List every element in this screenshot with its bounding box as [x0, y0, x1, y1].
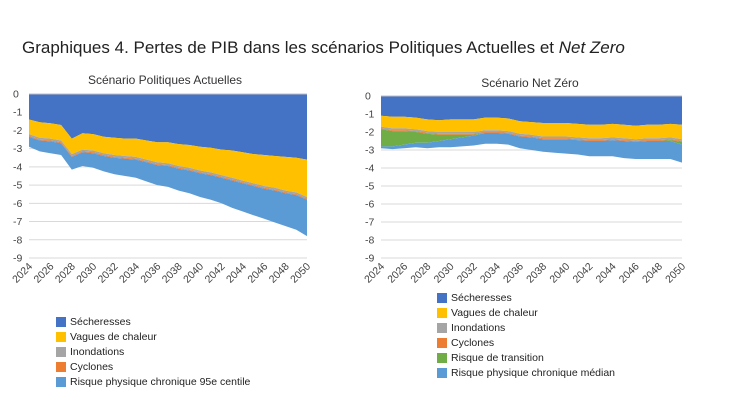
legend-swatch: [56, 376, 66, 387]
y-tick-label: -3: [13, 143, 22, 155]
legend-item-risque-de-transition: Risque de transition: [437, 350, 615, 365]
legend-swatch: [56, 361, 66, 372]
y-tick-label: -9: [13, 253, 22, 265]
x-tick-label: 2040: [547, 261, 572, 286]
y-tick-label: -5: [365, 181, 374, 193]
y-tick-label: 0: [365, 91, 371, 103]
legend-item-inondations: Inondations: [437, 320, 615, 335]
legend-swatch: [437, 307, 447, 318]
x-tick-label: 2040: [181, 261, 206, 286]
x-tick-label: 2028: [53, 261, 78, 286]
y-tick-label: -1: [13, 107, 22, 119]
figure-title-emphasis: Net Zero: [558, 38, 625, 57]
x-tick-label: 2036: [501, 261, 526, 286]
legend-item-vagues-de-chaleur: Vagues de chaleur: [437, 305, 615, 320]
chart-politiques-actuelles: Scénario Politiques Actuelles 0 -1 -2 -3 -4 -5…: [10, 73, 310, 286]
x-tick-label: 2026: [385, 261, 410, 286]
legend-label: Inondations: [70, 345, 125, 358]
chart-title: Scénario Politiques Actuelles: [88, 73, 242, 87]
area-risque-physique-chronique-median: [381, 132, 682, 163]
chart-title: Scénario Net Zéro: [481, 76, 579, 90]
legend-item-secheresses: Sécheresses: [56, 314, 250, 329]
legend-politiques-actuelles: Sécheresses Vagues de chaleur Inondations C…: [56, 314, 250, 389]
chart-net-zero: Scénario Net Zéro0-1-2-3-4-5-6-7-8-92024…: [362, 76, 685, 286]
y-tick-label: -2: [13, 125, 22, 137]
x-tick-label: 2038: [160, 261, 185, 286]
area-risque-de-transition: [381, 129, 682, 147]
legend-swatch: [437, 322, 447, 333]
x-tick-label: 2048: [640, 261, 665, 286]
y-tick-label: -6: [13, 198, 22, 210]
x-tick-label: 2042: [571, 261, 596, 286]
x-tick-label: 2036: [138, 261, 163, 286]
legend-label: Cyclones: [70, 360, 114, 373]
x-tick-label: 2042: [203, 261, 228, 286]
y-tick-label: -6: [365, 199, 374, 211]
legend-swatch: [437, 292, 447, 303]
x-tick-label: 2046: [617, 261, 642, 286]
area-cyclones: [381, 128, 682, 142]
x-tick-label: 2030: [432, 261, 457, 286]
legend-label: Inondations: [451, 321, 506, 334]
x-tick-label: 2034: [117, 261, 142, 286]
legend-item-cyclones: Cyclones: [56, 359, 250, 374]
x-tick-label: 2028: [408, 261, 433, 286]
x-tick-label: 2048: [267, 261, 292, 286]
legend-swatch: [56, 316, 66, 327]
legend-swatch: [56, 331, 66, 342]
y-tick-label: -2: [365, 127, 374, 139]
y-tick-label: -7: [365, 217, 374, 229]
x-tick-label: 2030: [74, 261, 99, 286]
x-tick-label: 2050: [288, 261, 310, 286]
legend-item-secheresses: Sécheresses: [437, 290, 615, 305]
legend-label: Risque de transition: [451, 351, 544, 364]
legend-label: Vagues de chaleur: [451, 306, 538, 319]
y-tick-label: -7: [13, 216, 22, 228]
area-risque-physique-chronique-95e-centile: [29, 136, 307, 237]
x-tick-label: 2050: [663, 261, 685, 286]
y-tick-label: -8: [365, 235, 374, 247]
y-tick-label: -5: [13, 180, 22, 192]
legend-net-zero: Sécheresses Vagues de chaleur Inondations C…: [437, 290, 615, 380]
legend-label: Sécheresses: [451, 291, 512, 304]
area-inondations: [29, 134, 307, 199]
area-vagues-de-chaleur: [381, 115, 682, 140]
legend-item-inondations: Inondations: [56, 344, 250, 359]
area-secheresses: [29, 94, 307, 160]
y-tick-label: -3: [365, 145, 374, 157]
legend-label: Cyclones: [451, 336, 495, 349]
legend-swatch: [56, 346, 66, 357]
legend-label: Risque physique chronique 95e centile: [70, 375, 251, 388]
y-tick-label: -4: [365, 163, 374, 175]
y-tick-label: -4: [13, 161, 22, 173]
figure-title-prefix: Graphiques 4. Pertes de PIB dans les scé…: [22, 38, 559, 57]
legend-swatch: [437, 367, 447, 378]
area-secheresses: [381, 96, 682, 126]
x-tick-label: 2046: [245, 261, 270, 286]
legend-label: Risque physique chronique médian: [451, 366, 616, 379]
y-tick-label: -1: [365, 109, 374, 121]
y-tick-label: -8: [13, 234, 22, 246]
x-tick-label: 2044: [594, 261, 619, 286]
legend-swatch: [437, 337, 447, 348]
legend-item-risque-physique-chronique-95e-centile: Risque physique chronique 95e centile: [56, 374, 250, 389]
legend-label: Vagues de chaleur: [70, 330, 157, 343]
x-tick-label: 2038: [524, 261, 549, 286]
legend-item-cyclones: Cyclones: [437, 335, 615, 350]
x-tick-label: 2034: [478, 261, 503, 286]
figure-title: Graphiques 4. Pertes de PIB dans les scé…: [22, 38, 625, 58]
legend-label: Sécheresses: [70, 315, 131, 328]
area-vagues-de-chaleur: [29, 119, 307, 197]
area-cyclones: [29, 135, 307, 200]
y-tick-label: 0: [13, 89, 19, 101]
legend-swatch: [437, 352, 447, 363]
legend-item-risque-physique-chronique-median: Risque physique chronique médian: [437, 365, 615, 380]
x-tick-label: 2032: [455, 261, 480, 286]
y-tick-label: -9: [365, 253, 374, 265]
x-tick-label: 2044: [224, 261, 249, 286]
x-tick-label: 2032: [96, 261, 121, 286]
x-tick-label: 2026: [32, 261, 57, 286]
legend-item-vagues-de-chaleur: Vagues de chaleur: [56, 329, 250, 344]
